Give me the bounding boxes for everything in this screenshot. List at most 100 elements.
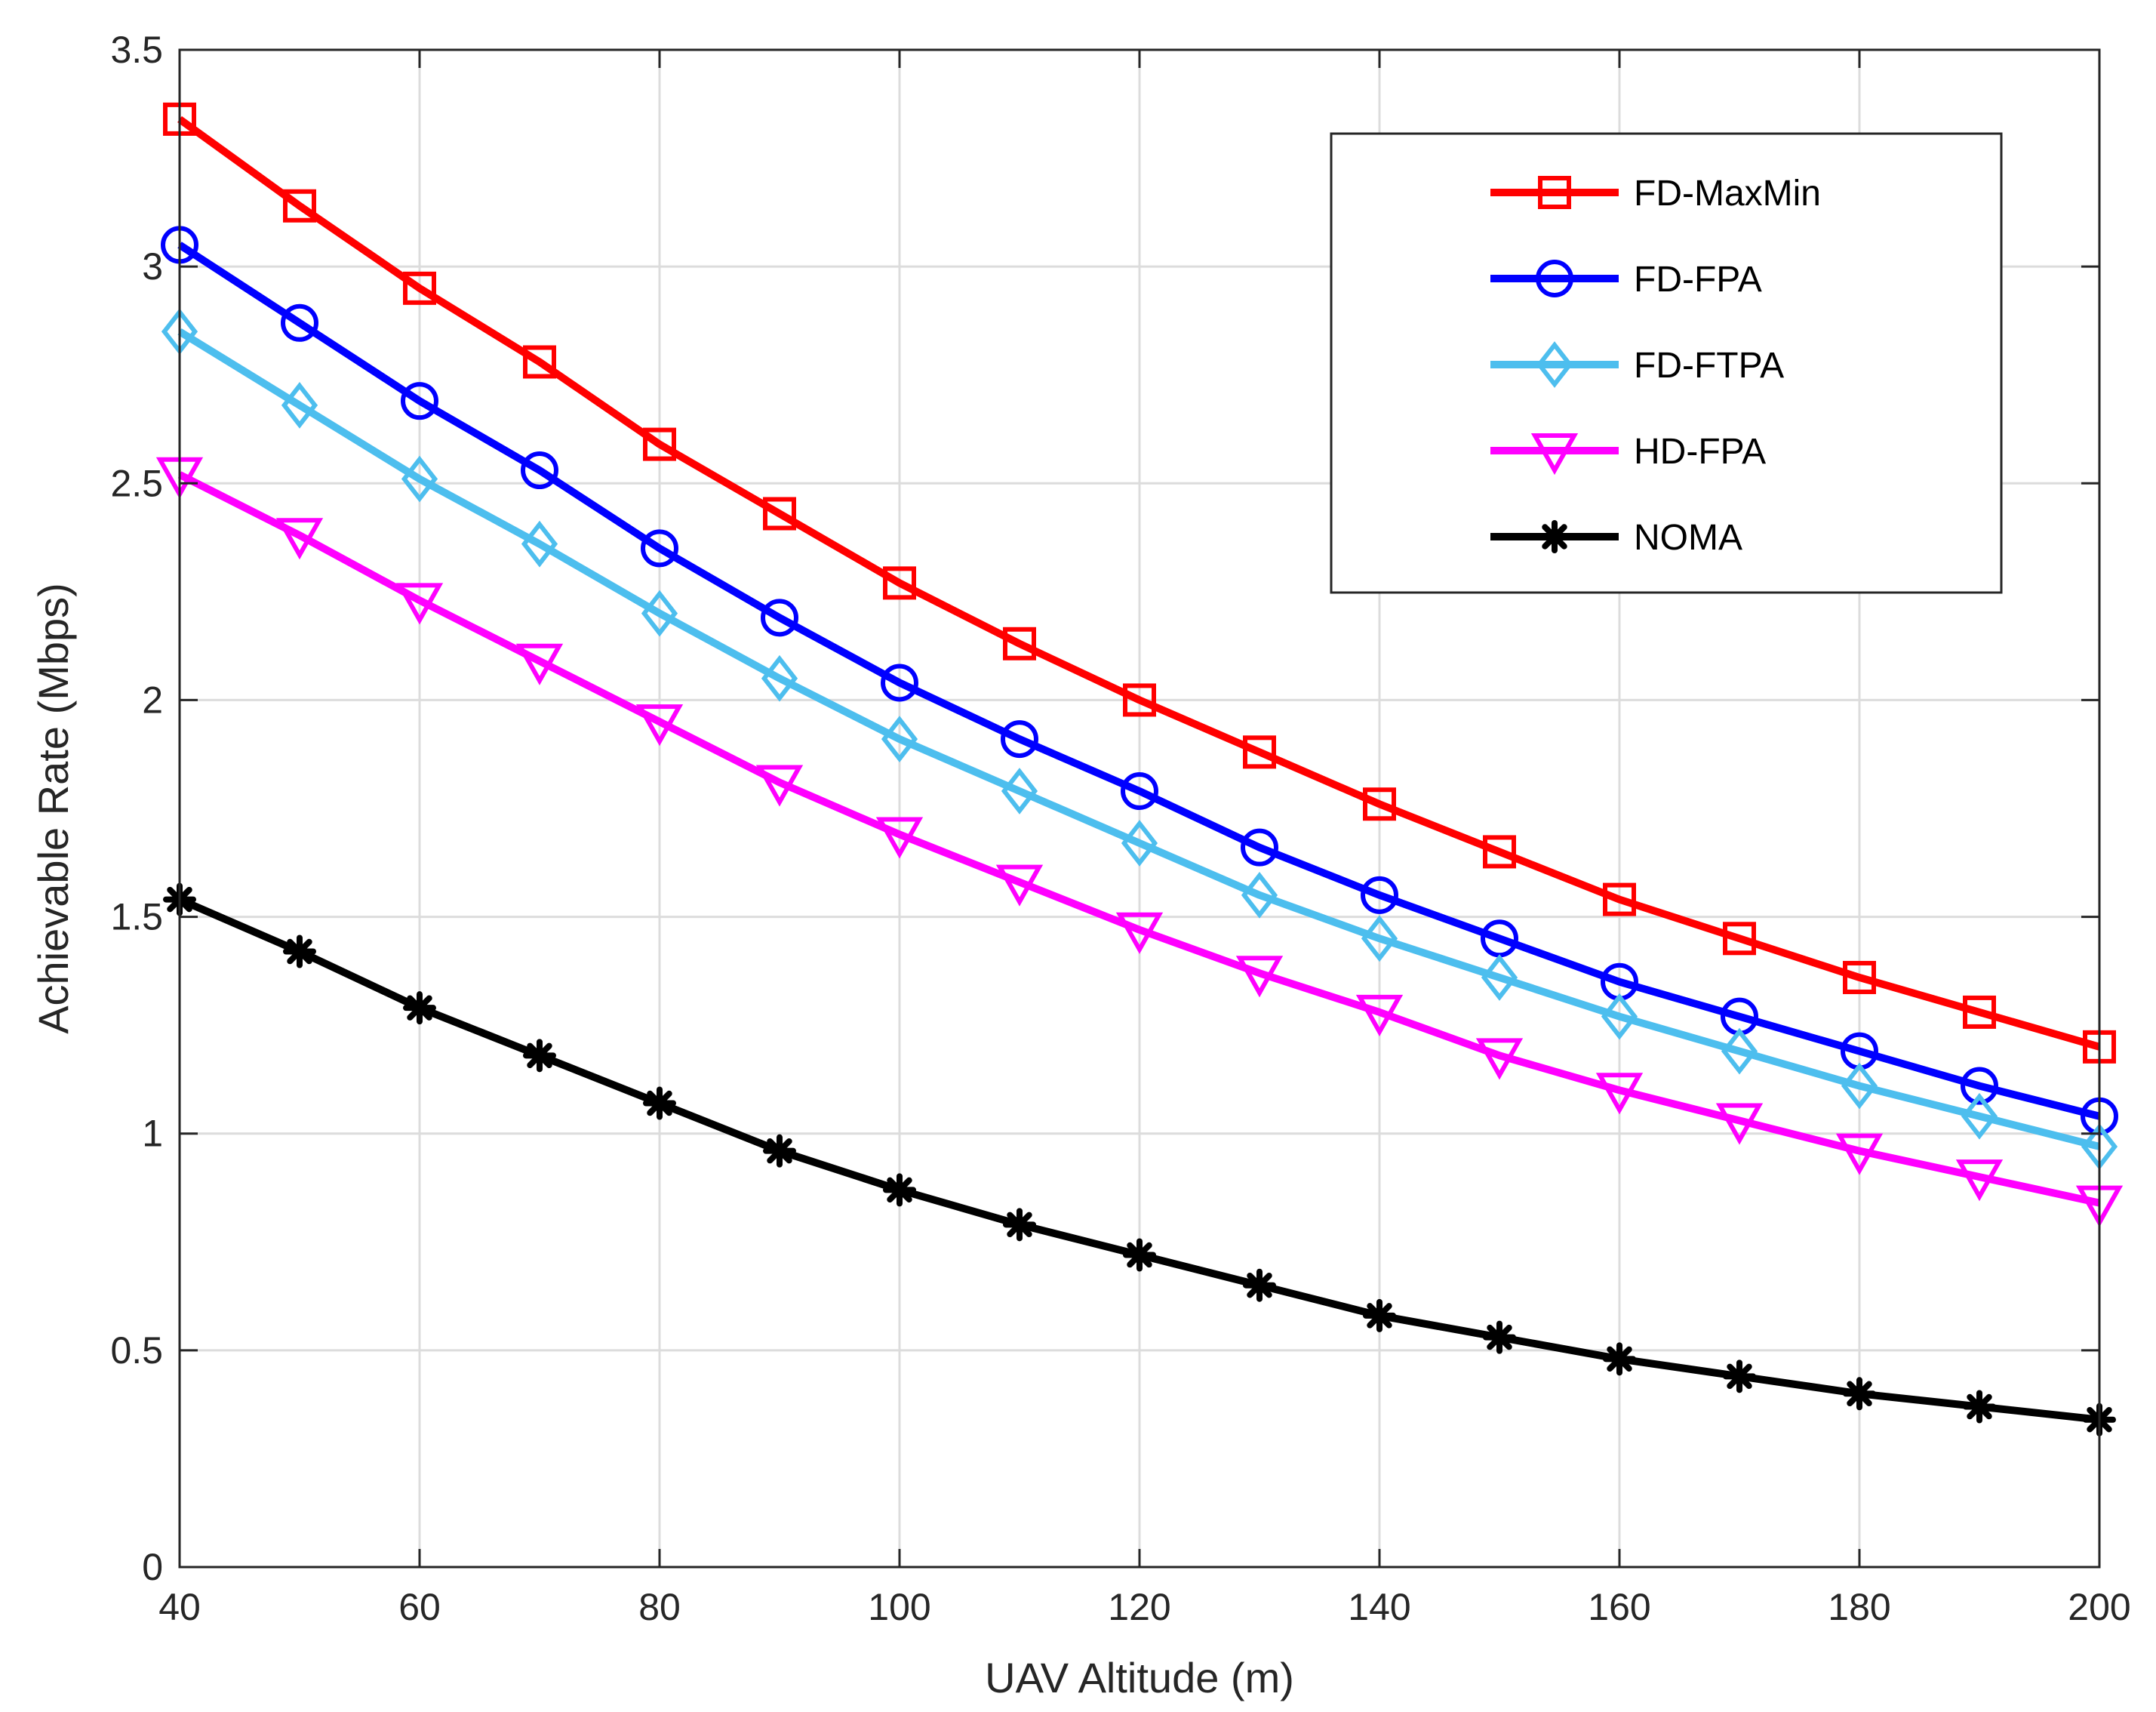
data-point-hd-fpa [275,518,324,560]
data-point-fd-ftpa [1241,871,1278,919]
data-point-hd-fpa [875,817,924,859]
data-point-fd-ftpa [1481,954,1518,1001]
data-point-fd-maxmin [1603,882,1636,916]
legend-marker-hd-fpa [1530,433,1579,476]
data-point-noma [523,1039,556,1073]
x-tick-label: 180 [1828,1586,1890,1628]
data-point-fd-fpa [1241,828,1278,867]
data-point-fd-fpa [641,529,678,568]
x-tick-label: 160 [1588,1586,1650,1628]
legend-item-noma: NOMA [1490,518,1742,558]
legend-marker-noma [1538,520,1571,553]
legend-label-fd-ftpa: FD-FTPA [1634,346,1784,386]
data-point-noma [643,1086,676,1120]
legend-marker-fd-maxmin [1538,176,1571,209]
legend-label-noma: NOMA [1634,518,1742,558]
data-point-fd-ftpa [1841,1062,1878,1110]
data-point-fd-maxmin [1003,627,1036,660]
data-point-fd-fpa [1001,720,1038,759]
series-line-fd-ftpa [177,328,2101,1150]
x-axis-title: UAV Altitude (m) [985,1654,1294,1701]
series-hd-fpa [155,457,2124,1227]
data-point-fd-ftpa [641,590,678,637]
data-point-hd-fpa [1715,1103,1764,1145]
data-point-fd-ftpa [1601,993,1638,1040]
x-tick-label: 80 [638,1586,681,1628]
series-line-fd-maxmin [177,115,2101,1051]
data-point-fd-maxmin [1723,922,1756,956]
data-point-fd-ftpa [1721,1027,1758,1075]
data-point-fd-maxmin [1243,735,1276,769]
data-point-noma [1843,1377,1876,1411]
data-point-noma [1363,1298,1396,1332]
legend-marker-fd-ftpa [1536,341,1573,388]
series-fd-maxmin [163,102,2116,1064]
x-tick-label: 140 [1348,1586,1410,1628]
y-tick-label: 0 [142,1546,163,1588]
data-point-hd-fpa [995,864,1044,907]
y-tick-label: 3.5 [110,29,163,71]
data-point-fd-ftpa [281,382,318,429]
y-tick-label: 0.5 [110,1329,163,1372]
data-point-fd-ftpa [881,716,918,762]
y-axis-title: Achievable Rate (Mbps) [29,583,77,1034]
legend-label-fd-maxmin: FD-MaxMin [1634,174,1821,214]
data-point-noma [403,991,436,1025]
data-point-noma [883,1173,916,1207]
data-point-fd-maxmin [1963,995,1996,1029]
data-series [155,102,2124,1436]
data-point-hd-fpa [395,583,444,625]
x-tick-label: 100 [868,1586,930,1628]
x-tick-label: 60 [398,1586,441,1628]
data-point-noma [1723,1359,1756,1393]
data-point-hd-fpa [1475,1038,1524,1080]
y-tick-label: 1.5 [110,896,163,938]
legend-label-hd-fpa: HD-FPA [1634,432,1766,472]
series-line-hd-fpa [177,471,2101,1207]
data-point-hd-fpa [1595,1073,1644,1115]
data-point-hd-fpa [755,765,804,807]
data-point-fd-ftpa [1121,820,1158,867]
y-tick-label: 1 [142,1113,163,1155]
data-point-noma [1243,1268,1276,1302]
legend-box [1330,132,2003,594]
data-point-fd-fpa [521,451,558,490]
data-point-noma [1963,1390,1996,1424]
legend-item-fd-maxmin: FD-MaxMin [1490,174,1821,214]
axis-ticks: 40 60 80 100 120 140 160 180 200 0 0.5 1 1.5 2 2.5 3 3.5 [110,29,2130,1628]
data-point-fd-ftpa [1001,768,1038,814]
x-tick-label: 200 [2068,1586,2130,1628]
data-point-fd-maxmin [283,189,316,223]
data-point-fd-maxmin [1363,787,1396,821]
data-point-fd-ftpa [521,520,558,568]
data-point-fd-fpa [1961,1067,1998,1105]
data-point-hd-fpa [1235,956,1284,998]
y-tick-label: 2.5 [110,462,163,504]
data-point-noma [763,1134,796,1168]
data-point-noma [1123,1238,1156,1272]
data-point-noma [1003,1208,1036,1242]
data-point-fd-fpa [761,599,798,637]
series-line-fd-fpa [177,242,2101,1120]
data-point-fd-ftpa [1961,1092,1998,1140]
data-point-hd-fpa [1955,1159,2004,1202]
data-point-hd-fpa [1115,912,1164,954]
data-point-fd-fpa [1361,876,1398,914]
data-point-hd-fpa [1355,994,1404,1037]
y-tick-label: 2 [142,679,163,721]
legend: FD-MaxMin FD-FPA FD-FTPA HD-FPA NOMA [1330,132,2003,594]
data-point-fd-maxmin [403,271,436,305]
legend-item-hd-fpa: HD-FPA [1490,432,1766,476]
data-point-fd-maxmin [643,427,676,461]
data-point-fd-maxmin [763,497,796,531]
data-point-fd-fpa [1121,772,1158,811]
series-noma [163,882,2116,1436]
legend-label-fd-fpa: FD-FPA [1634,260,1762,300]
legend-item-fd-ftpa: FD-FTPA [1490,341,1784,388]
data-point-hd-fpa [1835,1133,1884,1175]
data-point-fd-ftpa [1361,915,1398,962]
data-point-fd-maxmin [523,345,556,379]
data-point-fd-fpa [401,382,438,420]
data-point-fd-fpa [281,303,318,342]
